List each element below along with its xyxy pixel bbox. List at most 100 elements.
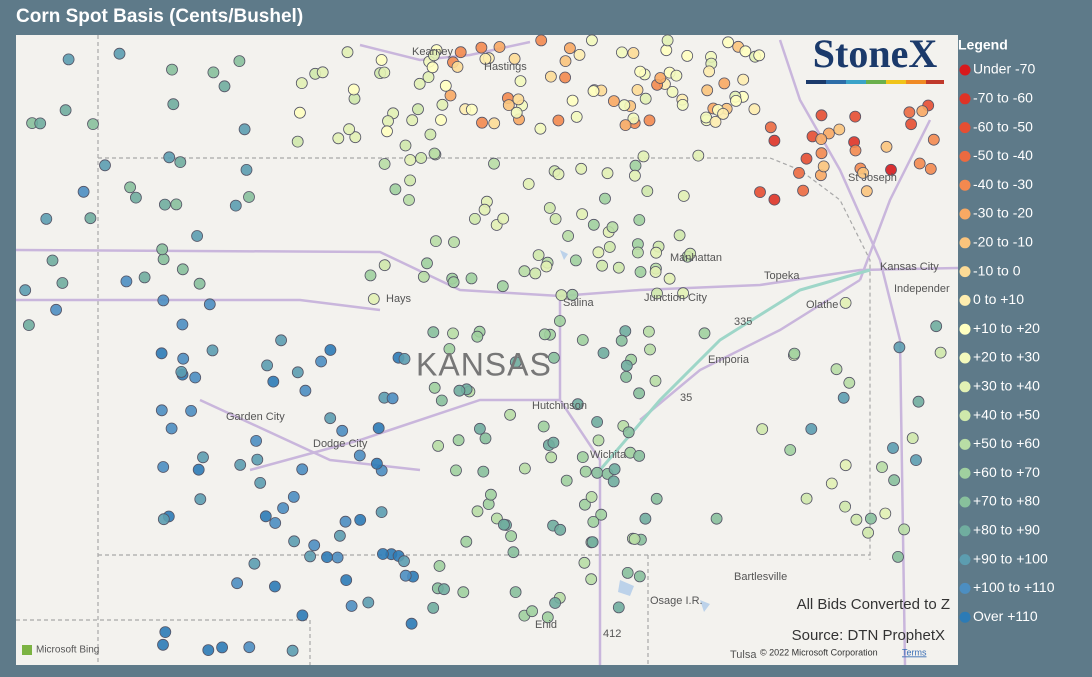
bid-dot: [243, 191, 255, 203]
place-label: Junction City: [644, 292, 707, 304]
bid-dot: [849, 144, 862, 157]
bid-dot: [316, 66, 329, 79]
bid-dot: [692, 149, 705, 162]
bid-dot: [189, 371, 202, 384]
bid-dot: [176, 318, 189, 331]
bid-dot: [99, 159, 111, 172]
bid-dot: [554, 523, 567, 536]
bid-dot: [927, 133, 940, 146]
bid-dot: [673, 229, 686, 242]
bid-dot: [250, 434, 263, 447]
bid-dot: [308, 539, 321, 552]
bid-dot: [684, 247, 697, 260]
legend-label: -40 to -30: [973, 176, 1033, 192]
bid-dot: [764, 121, 777, 134]
bid-dot: [677, 287, 689, 300]
legend-swatch: [959, 381, 971, 393]
bid-dot: [924, 162, 937, 175]
bing-icon: [22, 645, 32, 655]
bid-dot: [608, 95, 620, 107]
bid-dot: [484, 488, 497, 501]
bid-dot: [887, 442, 899, 454]
bid-dot: [296, 463, 309, 476]
bid-dot: [447, 276, 460, 289]
legend-label: -50 to -40: [973, 147, 1033, 163]
bid-dot: [805, 423, 818, 435]
bid-dot: [850, 513, 863, 526]
bid-dot: [233, 55, 246, 67]
bid-dot: [596, 259, 608, 272]
bid-dot: [722, 36, 734, 49]
bid-dot: [615, 334, 628, 347]
bid-dot: [676, 99, 689, 111]
bid-dot: [849, 110, 862, 123]
bid-dot: [234, 458, 247, 471]
bid-dot: [267, 375, 280, 388]
bid-dot: [612, 261, 625, 274]
place-label: Olathe: [806, 299, 838, 311]
legend-swatch: [959, 467, 971, 479]
bid-dot: [570, 111, 583, 123]
place-label: Hastings: [484, 61, 527, 73]
bid-dot: [502, 99, 515, 111]
bid-dot: [50, 303, 62, 316]
bid-dot: [287, 490, 300, 503]
place-label: Kansas City: [880, 261, 939, 273]
terms-link[interactable]: Terms: [902, 647, 927, 657]
bing-label: Microsoft Bing: [36, 645, 99, 656]
bid-dot: [343, 123, 356, 136]
bid-dot: [548, 351, 560, 364]
legend-swatch: [959, 93, 971, 105]
bid-dot: [788, 347, 801, 360]
bid-dot: [399, 569, 412, 582]
interstate: [598, 268, 871, 471]
bid-dot: [19, 284, 32, 297]
bid-dot: [650, 246, 662, 259]
state-label: KANSAS: [416, 346, 552, 382]
bid-dot: [120, 275, 133, 288]
bid-dot: [412, 103, 424, 116]
legend-swatch: [959, 64, 971, 76]
legend-swatch: [959, 237, 971, 249]
bid-dot: [559, 55, 572, 67]
bid-dot: [443, 343, 456, 355]
place-label: Osage I.R.: [650, 595, 703, 607]
bid-dot: [654, 72, 667, 84]
bid-dot: [754, 186, 766, 199]
legend-swatch: [959, 438, 971, 450]
bid-dot: [534, 122, 547, 135]
bid-dot: [825, 477, 838, 490]
bid-dot: [389, 183, 402, 196]
legend-label: -30 to -20: [973, 205, 1033, 221]
bid-dot: [386, 392, 399, 405]
bid-dot: [229, 199, 242, 212]
bid-dot: [910, 454, 922, 467]
bid-dot: [372, 422, 385, 435]
bid-dot: [347, 83, 360, 96]
bid-dot: [535, 34, 548, 47]
bid-dot: [644, 343, 656, 356]
bid-dot: [353, 449, 366, 462]
bid-dot: [843, 376, 856, 389]
place-label: Enid: [535, 619, 557, 631]
legend: Under -70 -70 to -60 -60 to -50 -50 to -40 -…: [959, 61, 1055, 624]
bid-dot: [415, 152, 428, 164]
bid-dot: [552, 114, 565, 127]
bid-dot: [639, 92, 652, 105]
logo: StoneX: [813, 31, 938, 76]
legend-label: +20 to +30: [973, 349, 1040, 365]
legend-swatch: [959, 208, 971, 220]
bid-dot: [218, 80, 231, 93]
legend-label: +90 to +100: [973, 550, 1048, 566]
bid-dot: [174, 156, 187, 169]
legend-label: Over +110: [973, 608, 1038, 624]
bid-dot: [892, 551, 904, 563]
bid-dot: [378, 259, 391, 272]
bid-dot: [906, 432, 919, 445]
bid-dot: [586, 34, 598, 47]
bid-dot: [519, 462, 531, 475]
bid-dot: [165, 422, 178, 435]
bid-dot: [427, 326, 440, 339]
bid-dot: [576, 451, 589, 464]
